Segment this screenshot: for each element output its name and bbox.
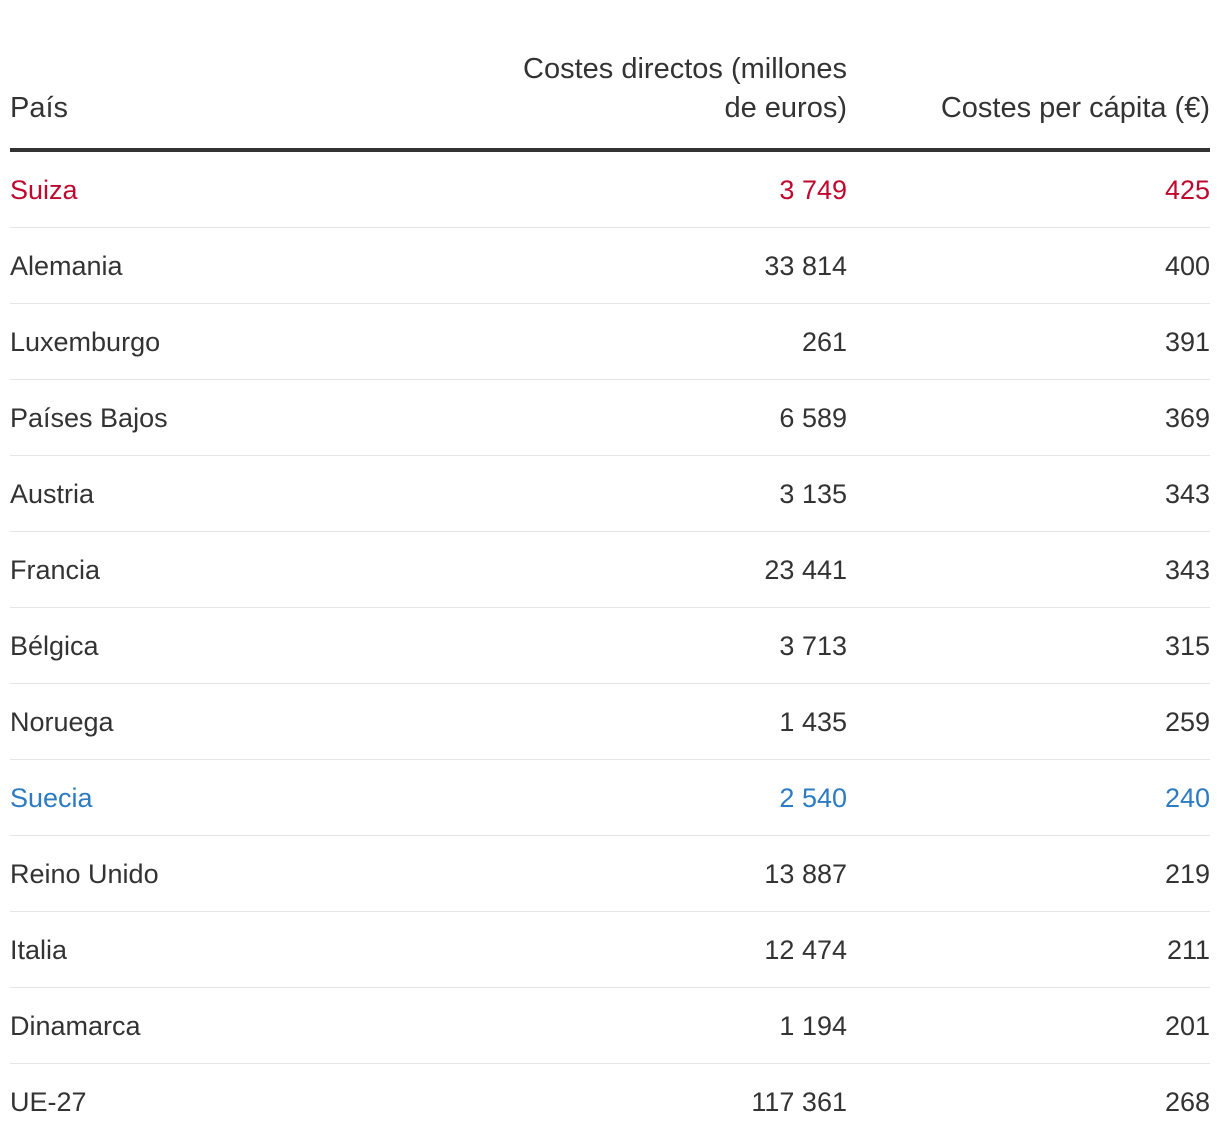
table-row: Dinamarca 1 194 201 [10,987,1210,1064]
cell-direct-costs: 3 135 [490,455,847,532]
cell-country: Francia [10,531,490,608]
cell-country: Suiza [10,150,490,228]
cell-country: Italia [10,911,490,988]
table-row: Noruega 1 435 259 [10,683,1210,760]
cell-direct-costs: 1 194 [490,987,847,1064]
cell-direct-costs: 3 713 [490,607,847,684]
cell-per-capita: 259 [847,683,1210,760]
cell-per-capita: 369 [847,379,1210,456]
cell-per-capita: 425 [847,150,1210,228]
table-row: Bélgica 3 713 315 [10,607,1210,684]
cell-direct-costs: 33 814 [490,227,847,304]
cell-country: Bélgica [10,607,490,684]
cell-country: UE-27 [10,1086,87,1117]
table-row: Italia 12 474 211 [10,911,1210,988]
cell-country: Reino Unido [10,835,490,912]
table-row: Suiza 3 749 425 [10,150,1210,228]
cell-direct-costs: 3 749 [490,150,847,228]
cell-country: Dinamarca [10,987,490,1064]
header-country: País [10,50,490,152]
cell-direct-costs: 6 589 [490,379,847,456]
table-row: Austria 3 135 343 [10,455,1210,532]
cell-country: Noruega [10,683,490,760]
cell-per-capita: 201 [847,987,1210,1064]
costs-table: País Costes directos (millones de euros)… [10,50,1210,1139]
cell-per-capita: 268 [1164,1086,1210,1117]
cell-per-capita: 391 [847,303,1210,380]
cell-direct-costs: 23 441 [490,531,847,608]
cell-direct-costs: 2 540 [490,759,847,836]
cell-country: Luxemburgo [10,303,490,380]
table-header: País Costes directos (millones de euros)… [10,50,1210,152]
header-per-capita: Costes per cápita (€) [847,50,1210,152]
cell-per-capita: 343 [847,455,1210,532]
table-row: Alemania 33 814 400 [10,227,1210,304]
cell-direct-costs: 12 474 [490,911,847,988]
table-row: Francia 23 441 343 [10,531,1210,608]
cell-direct-costs: 1 435 [490,683,847,760]
header-row: País Costes directos (millones de euros)… [10,50,1210,152]
cell-per-capita: 211 [847,911,1210,988]
cell-per-capita: 400 [847,227,1210,304]
table-container: País Costes directos (millones de euros)… [10,0,1210,1139]
table-row: Países Bajos 6 589 369 [10,379,1210,456]
cell-per-capita: 240 [847,759,1210,836]
cell-per-capita: 219 [847,835,1210,912]
table-row: UE-27 117 361 268 [10,1064,1210,1140]
cell-country: Suecia [10,759,490,836]
cell-country: Austria [10,455,490,532]
cell-country: Alemania [10,227,490,304]
table-row: Reino Unido 13 887 219 [10,835,1210,912]
cell-direct-costs: 261 [490,303,847,380]
table-row: Luxemburgo 261 391 [10,303,1210,380]
cell-direct-costs: 117 361 [751,1086,847,1117]
header-direct-costs: Costes directos (millones de euros) [490,50,847,152]
cell-country: Países Bajos [10,379,490,456]
cell-direct-costs: 13 887 [490,835,847,912]
cell-per-capita: 315 [847,607,1210,684]
table-row: Suecia 2 540 240 [10,759,1210,836]
table-body: Suiza 3 749 425 Alemania 33 814 400 Luxemburgo… [10,150,1210,1139]
cell-per-capita: 343 [847,531,1210,608]
